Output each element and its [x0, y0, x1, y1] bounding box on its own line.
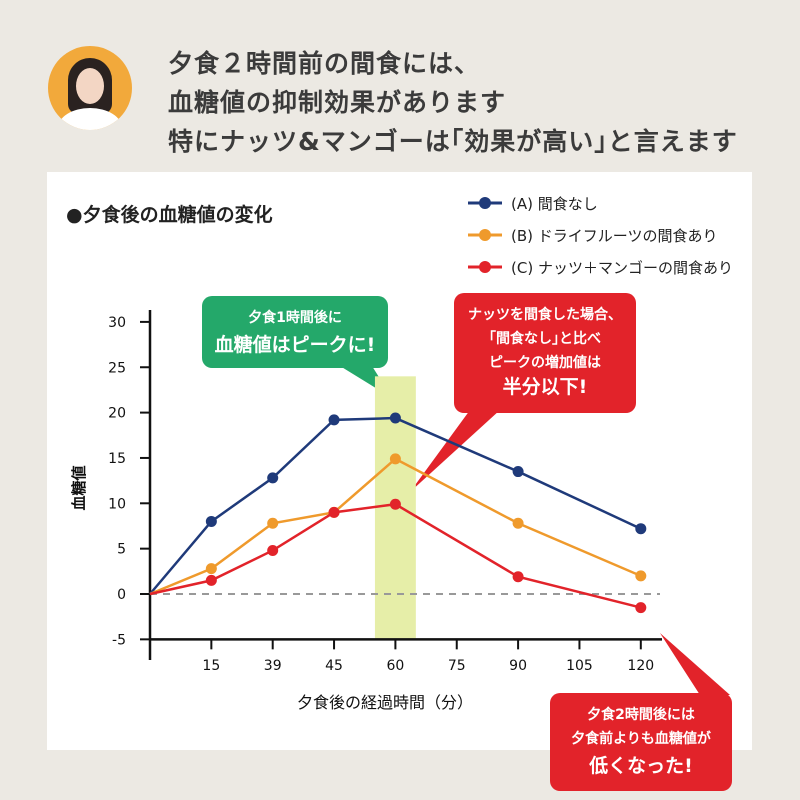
headline-line: 夕食２時間前の間食には、: [168, 49, 481, 78]
data-point: [267, 472, 279, 484]
x-tick-label: 105: [566, 658, 593, 674]
callout-text: ナッツを間食した場合、: [468, 307, 622, 323]
data-point: [512, 466, 524, 478]
y-tick-label: -5: [112, 632, 126, 648]
x-tick-label: 60: [386, 658, 404, 674]
callout-text: 血糖値はピークに!: [214, 334, 376, 356]
y-tick-label: 30: [108, 315, 126, 331]
x-tick-label: 75: [448, 658, 466, 674]
data-point: [389, 498, 401, 510]
data-point: [205, 515, 217, 527]
avatar: [48, 46, 132, 130]
x-tick-label: 120: [627, 658, 654, 674]
x-axis-label: 夕食後の経過時間（分）: [297, 693, 473, 712]
callout-text: 夕食2時間後には: [587, 707, 695, 723]
callout-lower: 夕食2時間後には 夕食前よりも血糖値が 低くなった!: [550, 693, 732, 791]
legend-label: (A) 間食なし: [511, 195, 598, 213]
y-tick-label: 25: [108, 360, 126, 376]
data-point: [267, 544, 279, 556]
headline: 夕食２時間前の間食には、 血糖値の抑制効果があります 特にナッツ&マンゴーは｢効…: [168, 44, 738, 161]
headline-line: 血糖値の抑制効果があります: [168, 88, 507, 117]
data-point: [389, 453, 401, 465]
legend-label: (C) ナッツ＋マンゴーの間食あり: [511, 259, 733, 277]
data-point: [389, 412, 401, 424]
callout-text: 低くなった!: [589, 755, 693, 777]
y-tick-label: 15: [108, 451, 126, 467]
data-point: [205, 563, 217, 575]
callout-nuts: ナッツを間食した場合、 ｢間食なし｣と比べ ピークの増加値は 半分以下!: [454, 293, 636, 413]
callout-text: 半分以下!: [502, 376, 588, 398]
chart-title: ●夕食後の血糖値の変化: [66, 204, 273, 226]
data-point: [328, 414, 340, 426]
y-tick-label: 20: [108, 406, 126, 422]
headline-line: 特にナッツ&マンゴーは｢効果が高い｣と言えます: [168, 127, 738, 156]
data-point: [635, 523, 647, 535]
callout-text: 夕食前よりも血糖値が: [571, 731, 711, 747]
data-point: [267, 517, 279, 529]
callout-text: ｢間食なし｣と比べ: [489, 331, 601, 347]
y-tick-label: 10: [108, 496, 126, 512]
x-tick-label: 39: [264, 658, 282, 674]
x-tick-label: 90: [509, 658, 527, 674]
data-point: [635, 602, 647, 614]
legend-marker: [479, 261, 491, 273]
legend-marker: [479, 197, 491, 209]
legend-marker: [479, 229, 491, 241]
callout-text: 夕食1時間後に: [248, 310, 342, 326]
callout-tail: [410, 410, 500, 492]
data-point: [635, 570, 647, 582]
legend-label: (B) ドライフルーツの間食あり: [511, 227, 717, 245]
x-tick-label: 45: [325, 658, 343, 674]
callout-text: ピークの増加値は: [489, 355, 601, 371]
data-point: [205, 574, 217, 586]
data-point: [512, 517, 524, 529]
data-point: [328, 506, 340, 518]
data-point: [512, 571, 524, 583]
x-tick-label: 15: [202, 658, 220, 674]
y-tick-label: 0: [117, 587, 126, 603]
y-axis-label: 血糖値: [70, 465, 88, 510]
y-tick-label: 5: [117, 542, 126, 558]
callout-peak: 夕食1時間後に 血糖値はピークに!: [202, 296, 388, 368]
callout-tail: [660, 633, 730, 695]
